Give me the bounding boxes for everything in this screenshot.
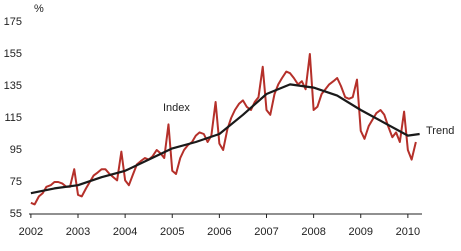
y-tick-label: 55 — [10, 208, 22, 220]
x-tick-label: 2009 — [348, 226, 372, 238]
y-tick-label: 75 — [10, 176, 22, 188]
line-series — [30, 53, 417, 206]
y-tick-label: 175 — [4, 16, 22, 28]
annotation: Trend — [426, 125, 454, 137]
x-tick-label: 2004 — [113, 226, 137, 238]
y-tick-label: 95 — [10, 144, 22, 156]
y-tick-label: 135 — [4, 80, 22, 92]
x-tick-label: 2005 — [160, 226, 184, 238]
x-tick-label: 2006 — [207, 226, 231, 238]
x-tick-label: 2010 — [396, 226, 420, 238]
x-tick-label: 2003 — [66, 226, 90, 238]
x-tick-label: 2008 — [301, 226, 325, 238]
x-tick-label: 2007 — [254, 226, 278, 238]
annotation: Index — [163, 102, 190, 114]
y-tick-label: 155 — [4, 48, 22, 60]
x-tick-label: 2002 — [19, 226, 43, 238]
y-tick-label: 115 — [4, 112, 22, 124]
line-series — [30, 83, 420, 195]
y-axis-label: % — [34, 3, 44, 15]
